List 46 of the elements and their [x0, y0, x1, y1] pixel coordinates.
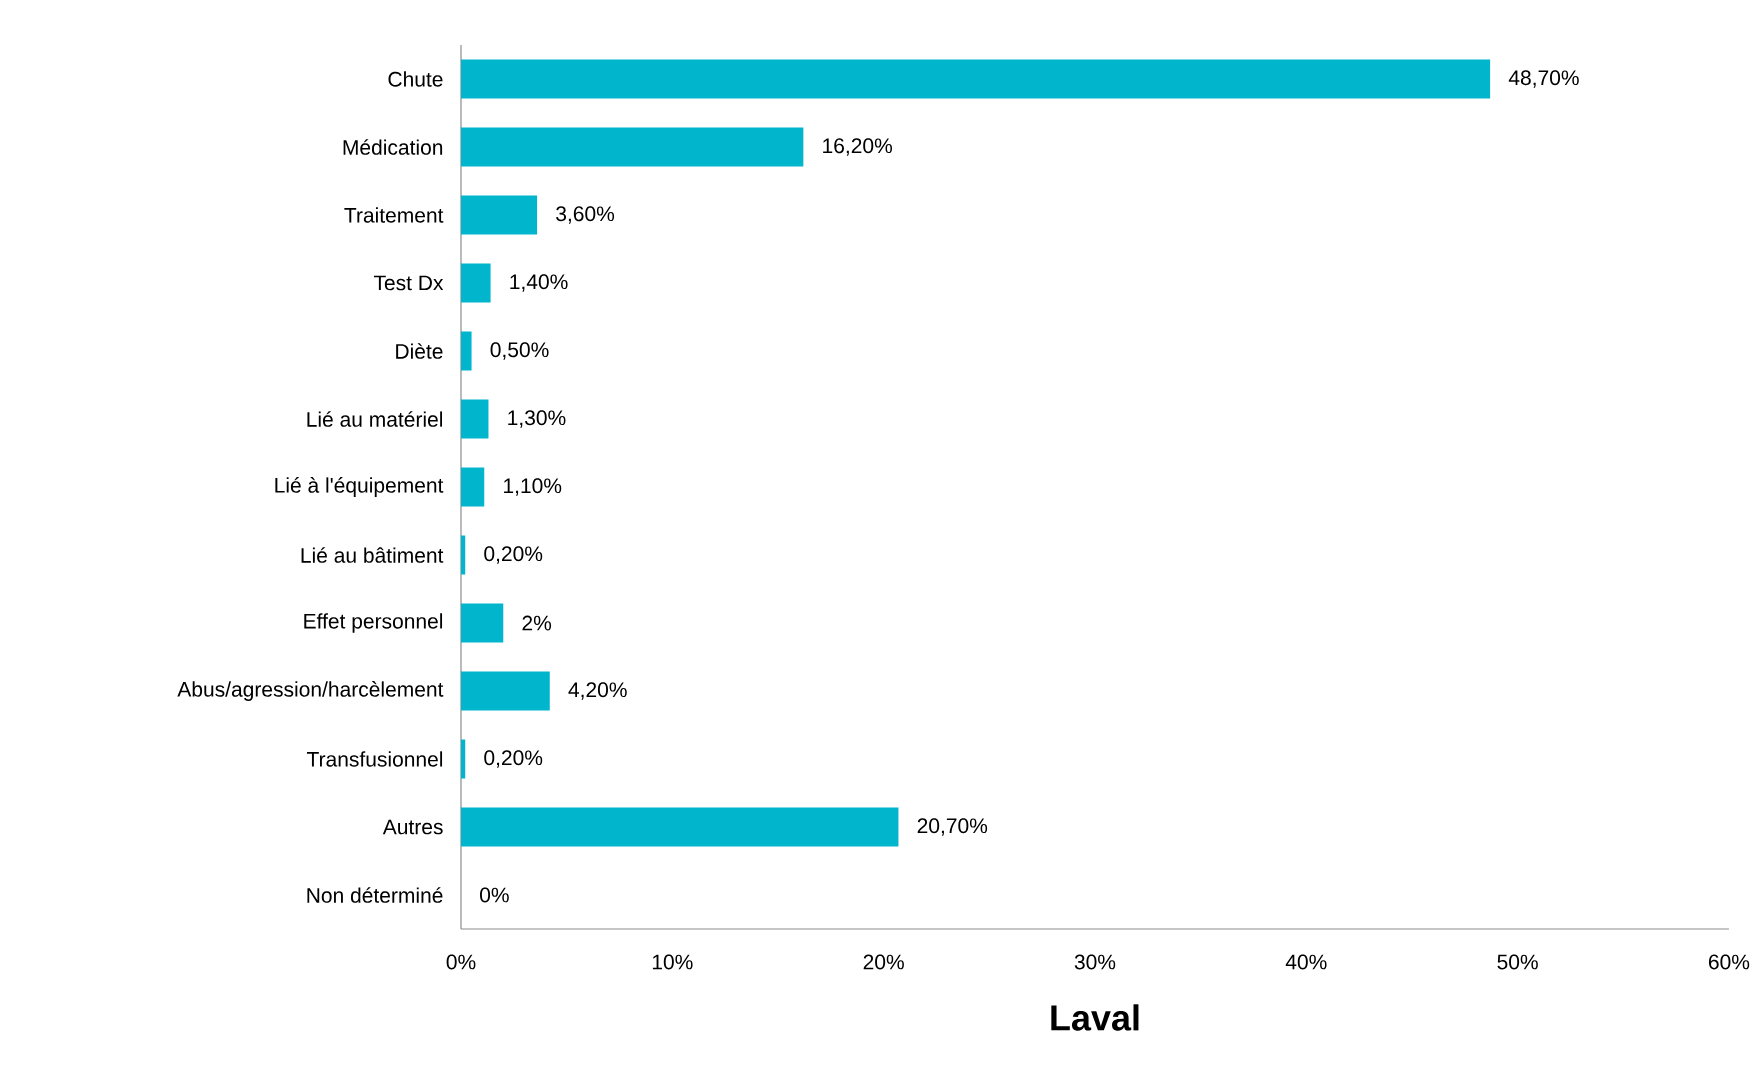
data-label: 2%	[522, 615, 552, 631]
y-tick-label: Diète	[396, 343, 443, 359]
bar	[461, 195, 538, 235]
data-label: 0,20%	[484, 546, 543, 564]
x-tick-label: 50%	[1497, 954, 1538, 970]
y-tick-label: Abus/agression/harcèlement	[177, 681, 444, 701]
y-tick-label: Autres	[382, 819, 443, 835]
bar	[461, 331, 472, 371]
data-label: 3,60%	[556, 206, 615, 224]
x-tick-label: 10%	[652, 954, 693, 970]
bar	[461, 467, 485, 507]
y-tick-label: Traitement	[344, 207, 444, 223]
bar	[461, 263, 491, 303]
y-tick-label: Effet personnel	[304, 613, 443, 633]
data-label: 1,30%	[508, 410, 566, 428]
data-label: 1,10%	[504, 478, 562, 496]
y-tick-label: Lié au matériel	[307, 411, 443, 427]
bar	[461, 127, 804, 167]
x-axis-title: Laval	[1051, 1004, 1139, 1031]
bar	[461, 807, 899, 847]
y-tick-label: Lié à l'équipement	[275, 477, 444, 497]
x-tick-label: 0%	[446, 954, 476, 970]
bar	[461, 399, 489, 439]
x-tick-label: 60%	[1708, 954, 1750, 970]
bar	[461, 739, 466, 779]
y-tick-label: Test Dx	[373, 275, 444, 291]
x-tick-label: 30%	[1074, 954, 1116, 970]
bar	[461, 603, 504, 643]
data-label: 16,20%	[823, 138, 893, 156]
data-label: 0,20%	[484, 750, 543, 768]
data-label: 20,70%	[917, 818, 988, 836]
y-tick-label: Lié au bâtiment	[301, 547, 444, 563]
bar	[461, 535, 466, 575]
x-tick-label: 40%	[1285, 954, 1327, 970]
bar	[461, 59, 1491, 99]
data-label: 0%	[480, 887, 509, 903]
y-tick-label: Chute	[388, 71, 443, 87]
y-tick-label: Transfusionnel	[306, 751, 443, 767]
y-tick-label: Non déterminé	[307, 887, 443, 903]
data-label: 1,40%	[510, 274, 568, 292]
bar	[461, 671, 550, 711]
x-tick-label: 20%	[863, 954, 904, 970]
data-label: 4,20%	[568, 682, 627, 700]
y-tick-label: Médication	[343, 139, 443, 155]
data-label: 0,50%	[490, 342, 549, 360]
data-label: 48,70%	[1508, 70, 1579, 88]
